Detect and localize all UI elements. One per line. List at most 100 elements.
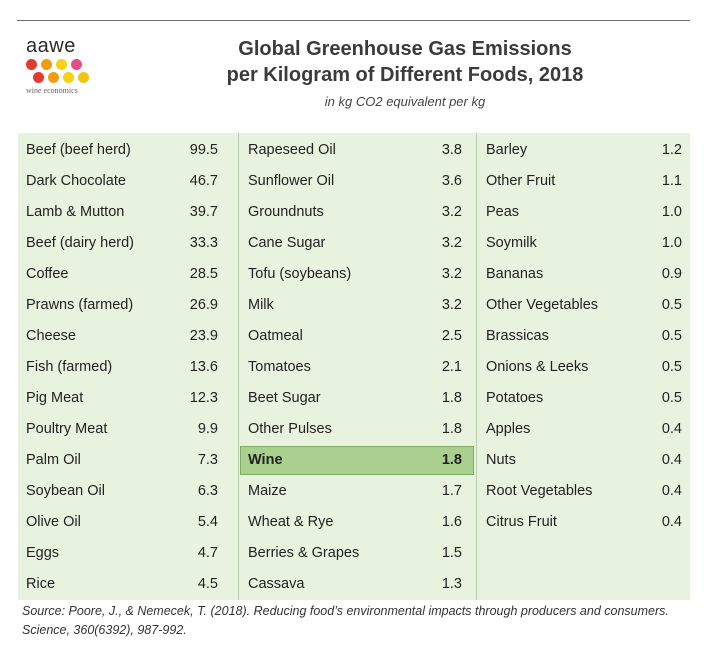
source-citation: Source: Poore, J., & Nemecek, T. (2018).… (22, 604, 669, 637)
emission-value: 46.7 (189, 173, 218, 189)
food-name: Dark Chocolate (26, 173, 126, 189)
food-name: Other Fruit (486, 173, 556, 189)
emission-value: 1.3 (441, 576, 462, 592)
emission-value: 3.2 (441, 266, 462, 282)
food-name: Rice (26, 576, 56, 592)
emission-value: 0.4 (661, 483, 682, 499)
food-name: Rapeseed Oil (248, 142, 336, 158)
food-name: Poultry Meat (26, 421, 108, 437)
food-name: Other Pulses (248, 421, 332, 437)
food-name: Prawns (farmed) (26, 297, 134, 313)
emission-value: 1.8 (441, 452, 462, 468)
food-name: Fish (farmed) (26, 359, 113, 375)
logo-dot (56, 59, 67, 70)
emission-value: 4.7 (197, 545, 218, 561)
logo-dot (41, 59, 52, 70)
food-name: Apples (486, 421, 531, 437)
emission-value: 0.4 (661, 421, 682, 437)
food-name: Sunflower Oil (248, 173, 335, 189)
emission-value: 9.9 (197, 421, 218, 437)
food-name: Barley (486, 142, 528, 158)
logo-tagline: wine economics (26, 86, 78, 95)
column-divider (476, 133, 477, 600)
emission-value: 0.5 (661, 390, 682, 406)
emission-value: 0.5 (661, 297, 682, 313)
emission-value: 0.5 (661, 328, 682, 344)
food-name: Milk (248, 297, 274, 313)
chart-title-line-2: per Kilogram of Different Foods, 2018 (226, 64, 584, 86)
emission-value: 3.2 (441, 235, 462, 251)
food-name: Onions & Leeks (486, 359, 589, 375)
food-name: Coffee (26, 266, 69, 282)
emission-value: 1.1 (661, 173, 682, 189)
emission-value: 1.2 (661, 142, 682, 158)
emission-value: 1.6 (441, 514, 462, 530)
food-name: Potatoes (486, 390, 544, 406)
emission-value: 1.8 (441, 390, 462, 406)
emission-value: 4.5 (197, 576, 218, 592)
emission-value: 13.6 (189, 359, 218, 375)
emission-value: 1.7 (441, 483, 462, 499)
emission-value: 12.3 (189, 390, 218, 406)
food-name: Tomatoes (248, 359, 311, 375)
emission-value: 5.4 (197, 514, 218, 530)
emission-value: 99.5 (189, 142, 218, 158)
emissions-table: Beef (beef herd) 99.5 Dark Chocolate 46.7 La… (18, 133, 690, 600)
food-name: Palm Oil (26, 452, 81, 468)
chart-title-block: Global Greenhouse Gas Emissions per Kilo… (200, 36, 610, 109)
emission-value: 1.8 (441, 421, 462, 437)
food-name: Cheese (26, 328, 76, 344)
top-rule (17, 20, 690, 21)
food-name: Beet Sugar (248, 390, 321, 406)
logo-dot (26, 59, 37, 70)
aawe-logo: aawe wine economics (26, 36, 96, 95)
emission-value: 3.2 (441, 204, 462, 220)
emission-value: 0.5 (661, 359, 682, 375)
food-name: Lamb & Mutton (26, 204, 125, 220)
food-name: Peas (486, 204, 520, 220)
emission-value: 3.2 (441, 297, 462, 313)
emission-value: 1.0 (661, 204, 682, 220)
food-name: Beef (dairy herd) (26, 235, 134, 251)
logo-dot (78, 72, 89, 83)
emission-value: 0.4 (661, 514, 682, 530)
logo-dot (71, 59, 82, 70)
emission-value: 0.4 (661, 452, 682, 468)
chart-subtitle: in kg CO2 equivalent per kg (324, 94, 486, 109)
column-divider (238, 133, 239, 600)
emission-value: 2.5 (441, 328, 462, 344)
emission-value: 26.9 (189, 297, 218, 313)
emission-value: 0.9 (661, 266, 682, 282)
food-name: Cassava (248, 576, 305, 592)
logo-wordmark: aawe (26, 35, 76, 57)
emission-value: 3.8 (441, 142, 462, 158)
emission-value: 28.5 (189, 266, 218, 282)
emission-value: 2.1 (441, 359, 462, 375)
emission-value: 6.3 (197, 483, 218, 499)
food-name: Berries & Grapes (248, 545, 360, 561)
logo-dot (33, 72, 44, 83)
food-name: Beef (beef herd) (26, 142, 131, 158)
emission-value: 23.9 (189, 328, 218, 344)
emission-value: 1.5 (441, 545, 462, 561)
food-name: Soybean Oil (26, 483, 105, 499)
logo-dot (63, 72, 74, 83)
food-name: Pig Meat (26, 390, 84, 406)
food-name: Cane Sugar (248, 235, 326, 251)
food-name: Soymilk (486, 235, 537, 251)
chart-title: Global Greenhouse Gas Emissions (238, 38, 572, 60)
highlight-wine-row (240, 446, 474, 475)
logo-dot (48, 72, 59, 83)
food-name: Olive Oil (26, 514, 81, 530)
emission-value: 39.7 (189, 204, 218, 220)
emission-value: 3.6 (441, 173, 462, 189)
emission-value: 1.0 (661, 235, 682, 251)
emission-value: 33.3 (189, 235, 218, 251)
food-name: Root Vegetables (486, 483, 593, 499)
food-name: Wheat & Rye (248, 514, 334, 530)
food-name: Maize (248, 483, 287, 499)
food-name: Citrus Fruit (486, 514, 557, 530)
food-name: Nuts (486, 452, 516, 468)
food-name: Tofu (soybeans) (248, 266, 352, 282)
logo-dots (26, 59, 90, 85)
